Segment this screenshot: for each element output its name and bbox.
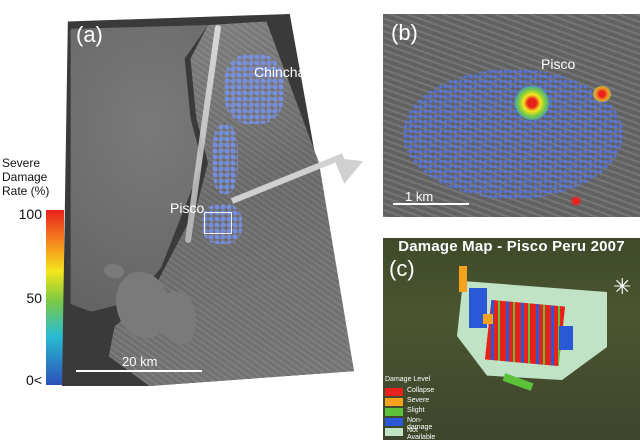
place-label-chincha: Chincha [254,64,306,80]
colorbar-title-line-2: Damage [2,170,48,184]
colorbar-title-line-1: Severe [2,156,41,170]
panel-c-city-non-damage-east [559,326,573,350]
place-label-pisco: Pisco [170,200,205,216]
panel-b-zoomed-map: (b) Pisco 1 km [383,14,640,217]
panel-a-damage-dots-coast [212,124,238,194]
legend-text-severe: Severe [407,397,430,404]
panel-b-hotspot-center [515,86,549,120]
panel-b-scale-label: 1 km [405,189,434,204]
panel-a-island-3 [104,264,124,278]
pisco-region-box [204,212,232,234]
panel-a-island-2 [158,292,196,344]
colorbar-tick-50: 50 [26,290,42,306]
panel-c-title: Damage Map - Pisco Peru 2007 [398,238,625,255]
panel-a-damage-dots-chincha [224,54,284,124]
legend-swatch-collapse [385,388,403,396]
panel-b-place-pisco: Pisco [541,56,576,72]
panel-a-satellite-map: (a) Chincha Pisco 20 km [62,14,354,386]
legend-swatch-non-damage [385,418,403,426]
legend-text-non-damage: Non-damage [407,417,433,431]
panel-a-label: (a) [76,22,103,47]
panel-a-scale-label: 20 km [122,354,158,369]
panel-a-damage-dots-pisco [202,204,242,244]
panel-c-damage-map: Damage Map - Pisco Peru 2007 (c) Damage … [383,238,640,440]
panel-b-scalebar [393,203,469,205]
legend-text-not-available: Not Available [407,427,436,440]
legend-swatch-slight [385,408,403,416]
colorbar-title-line-3: Rate (%) [2,184,50,198]
panel-c-city-non-damage-west [469,288,487,328]
panel-a-scalebar [76,370,202,372]
colorbar-tick-100: 100 [18,206,42,222]
panel-b-damage-dots [403,69,623,199]
legend-swatch-not-available [385,428,403,436]
legend-text-collapse: Collapse [407,387,435,394]
panel-b-label: (b) [391,20,418,45]
panel-b-hotspot-east [593,86,611,102]
panel-b-hotspot-south [569,196,583,206]
legend-swatch-severe [385,398,403,406]
colorbar-title: Severe Damage Rate (%) [2,156,62,198]
legend-text-slight: Slight [407,407,425,414]
compass-star-icon: ✳ [613,274,632,299]
panel-a-sea [70,25,208,312]
panel-c-city-severe-west [483,314,493,324]
colorbar-tick-0: 0< [26,372,42,388]
colorbar-gradient [46,210,64,385]
panel-c-label: (c) [389,256,415,281]
panel-c-city-severe-north [459,266,467,292]
panel-c-legend-title: Damage Level [385,376,431,383]
panel-c-city-collapse-zone [485,300,565,366]
